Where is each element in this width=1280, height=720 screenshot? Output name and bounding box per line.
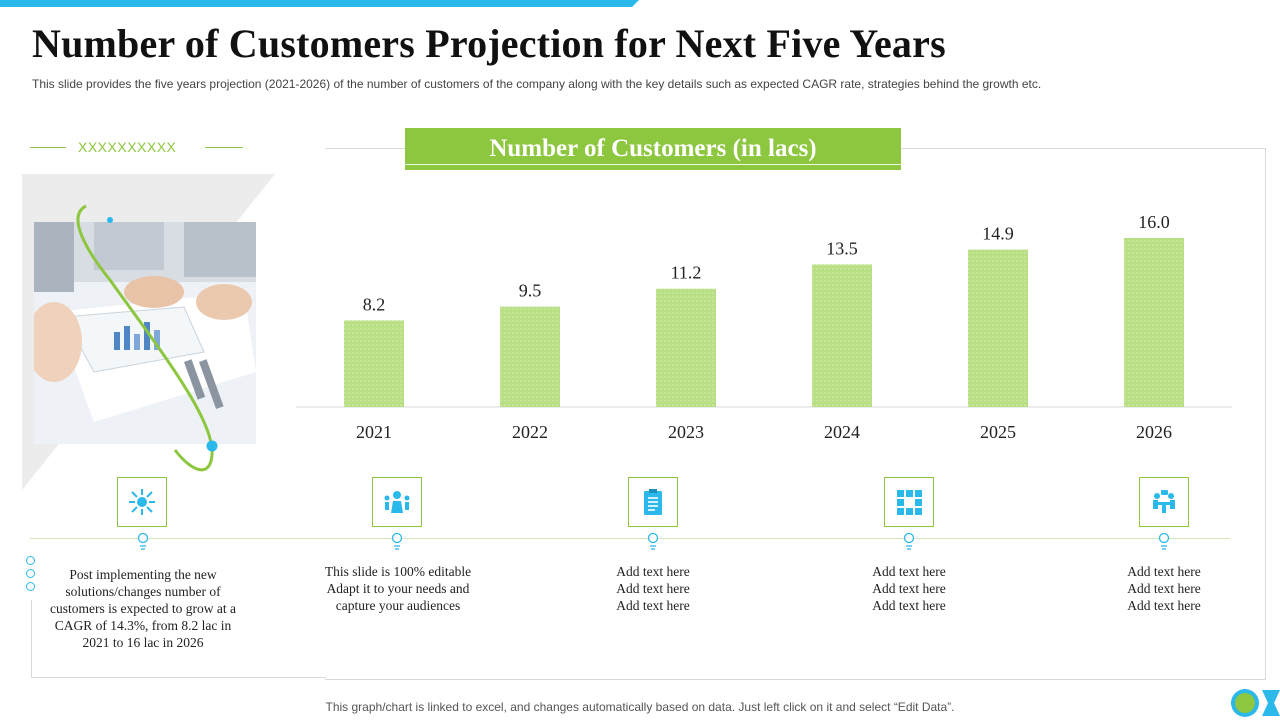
bar-2023	[656, 288, 716, 407]
bar-2022	[500, 306, 560, 407]
bar-value-label: 16.0	[1138, 212, 1170, 232]
page-title: Number of Customers Projection for Next …	[32, 21, 946, 66]
bar-value-label: 11.2	[671, 263, 702, 283]
bar-2025	[968, 249, 1028, 407]
bar-value-label: 13.5	[826, 238, 858, 258]
timeline-pin-3	[647, 532, 659, 550]
x-tick-label: 2026	[1136, 422, 1172, 442]
placeholder-rule-right	[205, 147, 243, 148]
chart-title: Number of Customers (in lacs)	[489, 135, 817, 162]
detail-text-4: Add text here Add text here Add text her…	[872, 564, 946, 613]
frame-left-edge	[31, 600, 32, 678]
timeline-pin-2	[391, 532, 403, 550]
frame-bottom-edge	[31, 677, 326, 678]
decorative-dots	[26, 556, 36, 595]
x-tick-label: 2024	[824, 422, 860, 442]
bar-2026	[1124, 238, 1184, 407]
timeline-pin-5	[1158, 532, 1170, 550]
bar-value-label: 14.9	[982, 224, 1014, 244]
detail-text-1: Post implementing the new solutions/chan…	[50, 567, 236, 650]
blocks-icon	[884, 477, 934, 527]
placeholder-text: XXXXXXXXXX	[78, 139, 177, 155]
x-tick-label: 2025	[980, 422, 1016, 442]
bar-2024	[812, 264, 872, 407]
timeline-line	[30, 538, 1230, 539]
bar-2021	[344, 320, 404, 407]
team-icon	[372, 477, 422, 527]
gear-network-icon	[117, 477, 167, 527]
footer-note: This graph/chart is linked to excel, and…	[325, 700, 955, 714]
timeline-pin-1	[137, 532, 149, 550]
page-subtitle: This slide provides the five years proje…	[32, 77, 1042, 91]
placeholder-rule-left	[30, 147, 66, 148]
bar-value-label: 9.5	[519, 281, 542, 301]
clipboard-icon	[628, 477, 678, 527]
detail-text-5: Add text here Add text here Add text her…	[1127, 564, 1201, 613]
detail-text-2: This slide is 100% editable Adapt it to …	[324, 564, 472, 613]
chart-title-banner: Number of Customers (in lacs)	[405, 128, 901, 170]
brand-logo-icon	[1231, 689, 1280, 717]
detail-text-3: Add text here Add text here Add text her…	[616, 564, 690, 613]
bar-value-label: 8.2	[363, 294, 386, 314]
x-tick-label: 2022	[512, 422, 548, 442]
timeline-pin-4	[903, 532, 915, 550]
x-tick-label: 2023	[668, 422, 704, 442]
x-tick-label: 2021	[356, 422, 392, 442]
top-accent-bar	[0, 0, 639, 7]
meeting-icon	[1139, 477, 1189, 527]
